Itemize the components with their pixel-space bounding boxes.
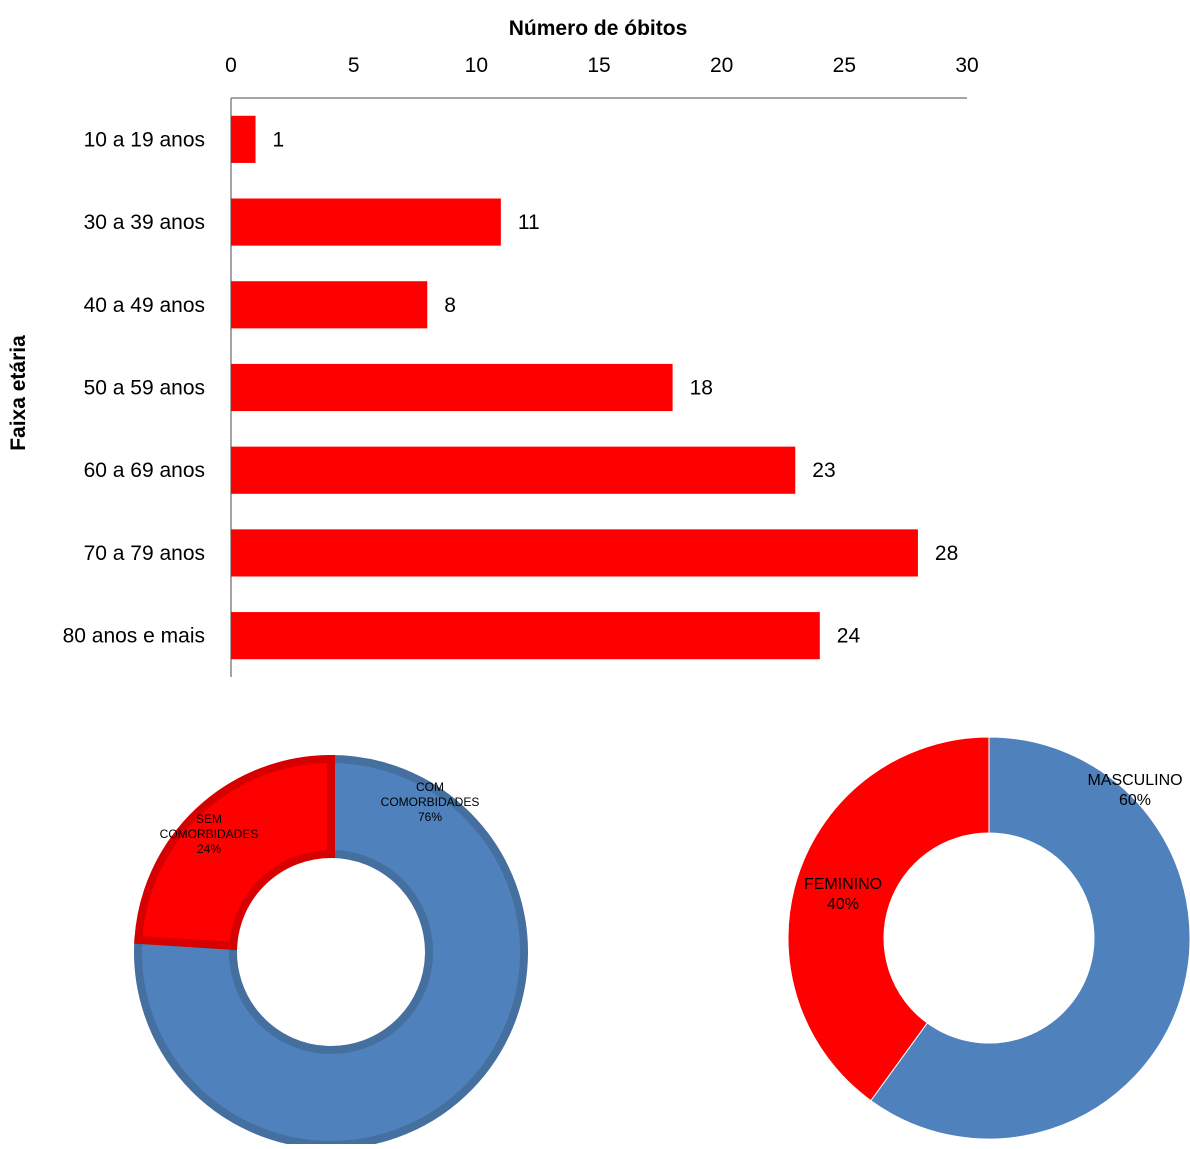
- donut-slice-label: MASCULINO: [1087, 772, 1182, 789]
- bar-data-label: 11: [518, 211, 540, 234]
- y-tick-label: 60 a 69 anos: [84, 459, 205, 482]
- x-tick-label: 30: [955, 54, 978, 77]
- donut-slice-label: 40%: [827, 896, 859, 913]
- x-tick-label: 25: [833, 54, 856, 77]
- donut-slice-label: 24%: [197, 842, 221, 856]
- bar: [231, 363, 673, 412]
- age-bar-chart: Número de óbitos Faixa etária 0 5 10 15 20 25…: [7, 17, 979, 677]
- bar: [231, 115, 256, 163]
- donut-slice-label: 76%: [418, 810, 442, 824]
- y-tick-label: 40 a 49 anos: [84, 294, 205, 317]
- bar: [231, 612, 820, 660]
- donut-slice-label: FEMININO: [804, 876, 882, 893]
- sex-donut-chart: MASCULINO 60% FEMININO 40%: [787, 736, 1190, 1140]
- y-tick-label: 10 a 19 anos: [84, 128, 205, 151]
- y-tick-label: 50 a 59 anos: [84, 377, 205, 400]
- donut-slice: [870, 736, 1190, 1140]
- y-tick-label: 70 a 79 anos: [84, 542, 205, 565]
- x-tick-label: 5: [348, 54, 360, 77]
- x-tick-label: 20: [710, 54, 733, 77]
- bar: [231, 446, 796, 494]
- donut-slice: [134, 754, 335, 951]
- x-tick-label: 0: [225, 54, 237, 77]
- donut-slice-label: COMORBIDADES: [381, 795, 480, 809]
- bar-data-label: 1: [273, 128, 285, 151]
- bar-data-label: 28: [935, 542, 958, 565]
- donut-slice: [787, 736, 990, 1102]
- x-tick-label: 10: [465, 54, 488, 77]
- donut-slice: [134, 754, 528, 1149]
- x-tick-label: 15: [587, 54, 610, 77]
- bar-data-label: 24: [837, 625, 861, 648]
- x-axis-title: Número de óbitos: [509, 17, 688, 40]
- bars: 10 a 19 anos 1 30 a 39 anos 11 40 a 49 anos 8…: [63, 115, 958, 660]
- donut-slice-label: 60%: [1119, 792, 1151, 809]
- x-tick-labels: 0 5 10 15 20 25 30: [225, 54, 979, 77]
- bar: [231, 281, 428, 329]
- y-tick-label: 80 anos e mais: [63, 625, 205, 648]
- y-tick-label: 30 a 39 anos: [84, 211, 205, 234]
- bar-data-label: 23: [812, 459, 835, 482]
- y-axis-title: Faixa etária: [7, 335, 30, 451]
- donut-slice-label: COM: [416, 780, 444, 794]
- bar: [231, 529, 918, 577]
- bar: [231, 198, 501, 246]
- donut-slice-label: COMORBIDADES: [160, 827, 259, 841]
- bar-data-label: 8: [444, 294, 456, 317]
- bar-data-label: 18: [690, 377, 713, 400]
- donut-slice-label: SEM: [196, 812, 222, 826]
